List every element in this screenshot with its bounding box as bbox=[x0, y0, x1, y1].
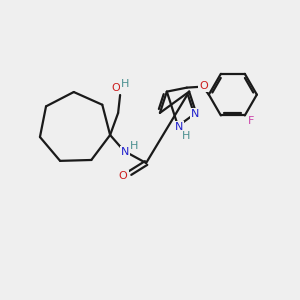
Text: N: N bbox=[121, 147, 129, 157]
Text: F: F bbox=[248, 116, 254, 126]
Text: O: O bbox=[119, 171, 128, 181]
Text: H: H bbox=[130, 141, 138, 151]
Text: H: H bbox=[182, 131, 190, 141]
Text: O: O bbox=[200, 81, 208, 91]
Text: N: N bbox=[191, 109, 199, 119]
Text: H: H bbox=[121, 79, 129, 89]
Text: N: N bbox=[175, 122, 183, 132]
Text: O: O bbox=[112, 83, 121, 93]
